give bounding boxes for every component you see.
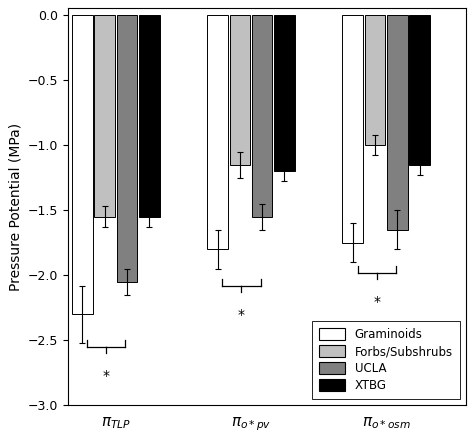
Bar — [365, 15, 385, 145]
Bar — [229, 15, 250, 164]
Y-axis label: Pressure Potential (MPa): Pressure Potential (MPa) — [9, 123, 22, 291]
Bar — [409, 15, 430, 164]
Bar — [139, 15, 160, 217]
Bar — [252, 15, 273, 217]
Bar — [94, 15, 115, 217]
Bar — [207, 15, 228, 249]
Bar — [342, 15, 363, 243]
Bar — [117, 15, 137, 282]
Bar — [387, 15, 408, 230]
Text: *: * — [373, 295, 380, 309]
Bar — [72, 15, 93, 314]
Legend: Graminoids, Forbs/Subshrubs, UCLA, XTBG: Graminoids, Forbs/Subshrubs, UCLA, XTBG — [312, 321, 460, 400]
Text: *: * — [103, 369, 110, 383]
Bar — [274, 15, 295, 171]
Text: *: * — [238, 308, 245, 322]
